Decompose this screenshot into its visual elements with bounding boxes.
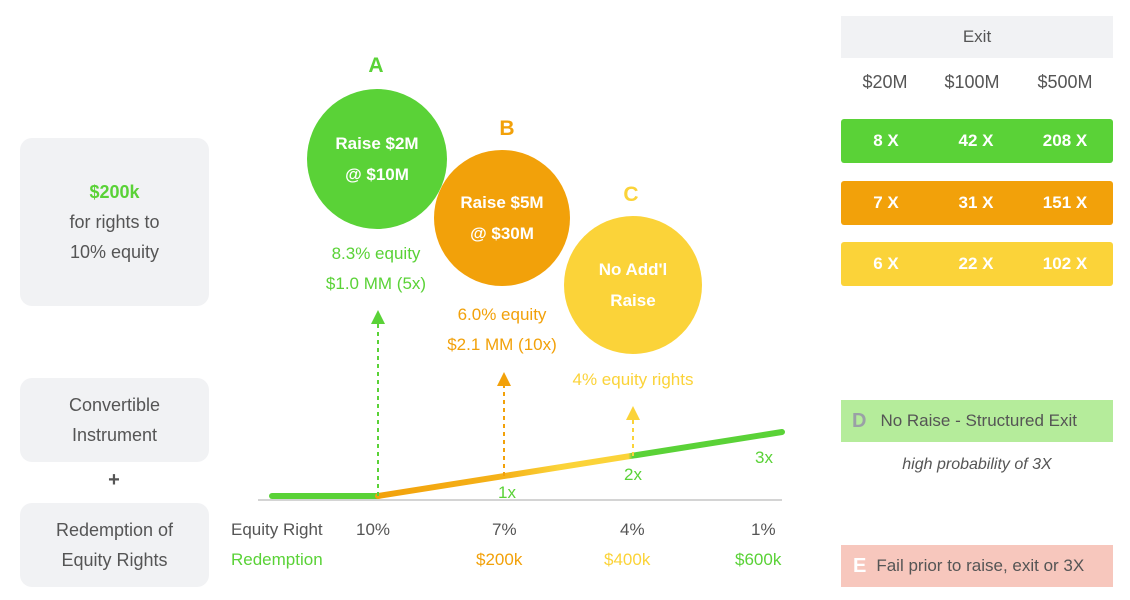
redemption-value-200k: $200k — [476, 550, 523, 569]
instrument-line1: Convertible — [68, 395, 161, 415]
arrow-b-head — [497, 372, 511, 386]
outcome-d-bar: D No Raise - Structured Exit — [841, 400, 1113, 442]
scenario-b-letter: B — [499, 117, 515, 140]
exit-col-500m: $500M — [1037, 72, 1093, 92]
exit-row-b: 7 X 31 X 151 X — [841, 181, 1113, 225]
exit-header-label: Exit — [962, 27, 992, 46]
rising-segment — [375, 429, 785, 499]
exit-header: Exit — [841, 16, 1113, 58]
exit-row-c-20m: 6 X — [873, 254, 899, 273]
offer-line2: for rights to — [69, 212, 160, 232]
scenario-c-equity: 4% equity rights — [572, 370, 694, 389]
outcome-d-label: No Raise - Structured Exit — [880, 411, 1077, 430]
plus-sign: + — [108, 469, 120, 491]
exit-row-a-20m: 8 X — [873, 131, 899, 150]
instrument-card: Convertible Instrument — [20, 378, 209, 462]
exit-row-b-500m: 151 X — [1042, 193, 1088, 212]
outcome-d-letter: D — [852, 409, 867, 432]
equity-value-10: 10% — [356, 520, 391, 539]
scenario-a-letter: A — [368, 54, 384, 77]
offer-amount: $200k — [89, 182, 140, 202]
equity-right-label: Equity Right — [231, 520, 323, 539]
redemption-label: Redemption — [231, 550, 323, 569]
redemption-value-600k: $600k — [735, 550, 782, 569]
scenario-b-line1: Raise $5M — [460, 193, 544, 212]
exit-row-a: 8 X 42 X 208 X — [841, 119, 1113, 163]
equity-value-7: 7% — [492, 520, 517, 539]
scenario-a-equity: 8.3% equity — [331, 244, 421, 263]
exit-row-c-100m: 22 X — [958, 254, 994, 273]
scenario-b-circle: Raise $5M @ $30M — [434, 150, 570, 286]
exit-row-a-100m: 42 X — [958, 131, 994, 150]
scenario-b-line2: @ $30M — [470, 224, 534, 243]
scenario-a-line2: @ $10M — [345, 165, 409, 184]
outcome-e-bar: E Fail prior to raise, exit or 3X — [841, 545, 1113, 587]
outcome-e-letter: E — [853, 554, 867, 577]
scenario-a-circle: Raise $2M @ $10M — [307, 89, 447, 229]
scenario-c-letter: C — [623, 183, 639, 206]
instrument-line2: Instrument — [71, 425, 158, 445]
exit-row-c-500m: 102 X — [1042, 254, 1088, 273]
scenario-c-line1: No Add'l — [598, 260, 668, 279]
redemption-line1: Redemption of — [55, 520, 174, 540]
outcome-e-label: Fail prior to raise, exit or 3X — [876, 556, 1085, 575]
marker-2x: 2x — [624, 465, 642, 484]
scenario-b-equity: 6.0% equity — [457, 305, 547, 324]
redemption-line2: Equity Rights — [61, 550, 168, 570]
scenario-c-circle: No Add'l Raise — [564, 216, 702, 354]
arrow-a-head — [371, 310, 385, 324]
scenario-b-value: $2.1 MM (10x) — [447, 335, 557, 354]
marker-1x: 1x — [498, 483, 516, 502]
equity-value-4: 4% — [620, 520, 645, 539]
outcome-d-note: high probability of 3X — [902, 456, 1052, 473]
exit-row-b-20m: 7 X — [873, 193, 899, 212]
scenario-b-annotation: 6.0% equity $2.1 MM (10x) — [422, 300, 582, 360]
redemption-card: Redemption of Equity Rights — [20, 503, 209, 587]
scenario-a-value: $1.0 MM (5x) — [325, 274, 427, 293]
scenario-a-line1: Raise $2M — [335, 134, 419, 153]
arrow-c-head — [626, 406, 640, 420]
exit-row-a-500m: 208 X — [1042, 131, 1088, 150]
offer-line3: 10% equity — [69, 242, 160, 262]
redemption-value-400k: $400k — [604, 550, 651, 569]
exit-row-c: 6 X 22 X 102 X — [841, 242, 1113, 286]
equity-value-1: 1% — [751, 520, 776, 539]
exit-row-b-100m: 31 X — [958, 193, 994, 212]
marker-3x: 3x — [755, 448, 773, 467]
exit-col-20m: $20M — [862, 72, 908, 92]
timeline-graphic — [258, 310, 785, 501]
offer-card: $200k for rights to 10% equity — [20, 138, 209, 306]
scenario-a-annotation: 8.3% equity $1.0 MM (5x) — [296, 239, 456, 299]
exit-col-100m: $100M — [944, 72, 1000, 92]
scenario-c-line2: Raise — [610, 291, 656, 310]
